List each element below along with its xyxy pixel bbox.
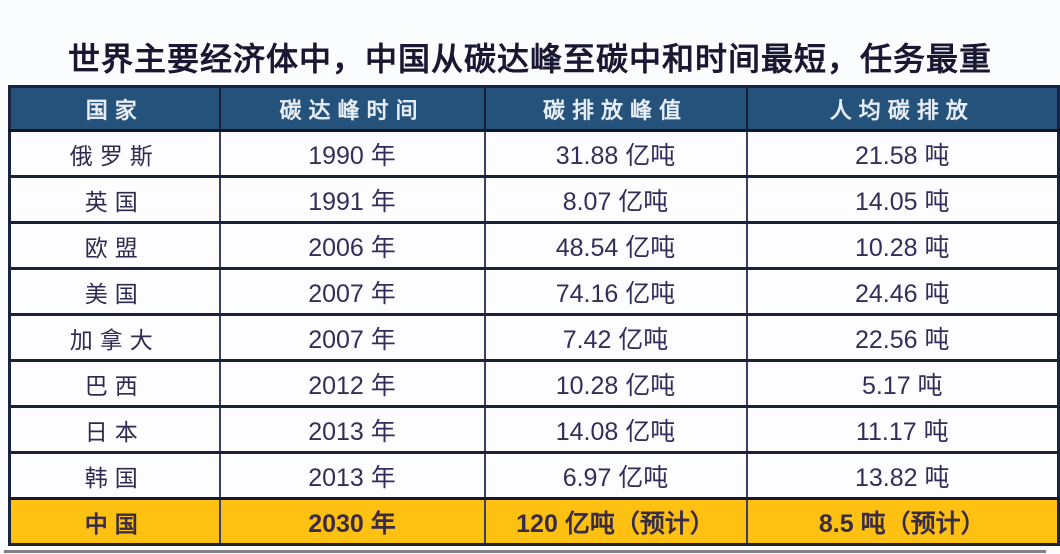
cell-per-capita: 14.05 吨 [745, 175, 1059, 223]
cell-country: 加拿大 [9, 313, 220, 361]
table-row: 加拿大 2007 年 7.42 亿吨 22.56 吨 [9, 313, 1059, 361]
table-row: 日本 2013 年 14.08 亿吨 11.17 吨 [9, 405, 1059, 453]
cell-per-capita: 8.5 吨（预计） [745, 497, 1059, 545]
cell-per-capita: 11.17 吨 [745, 405, 1059, 453]
cell-country: 俄罗斯 [9, 129, 220, 177]
cell-per-capita: 5.17 吨 [745, 359, 1059, 407]
cell-peak-year: 2013 年 [218, 405, 485, 453]
cell-peak-year: 1991 年 [218, 175, 485, 223]
table-row: 巴西 2012 年 10.28 亿吨 5.17 吨 [9, 359, 1059, 407]
cell-per-capita: 22.56 吨 [745, 313, 1059, 361]
table-row: 韩国 2013 年 6.97 亿吨 13.82 吨 [9, 451, 1059, 499]
cell-country: 中国 [9, 497, 220, 545]
table-header-row: 国家 碳达峰时间 碳排放峰值 人均碳排放 [9, 86, 1059, 132]
cell-peak-emission: 48.54 亿吨 [483, 221, 747, 269]
bottom-edge-line [4, 550, 1046, 553]
cell-peak-year: 2007 年 [218, 267, 485, 315]
cell-peak-emission: 120 亿吨（预计） [483, 497, 747, 545]
cell-country: 韩国 [9, 451, 220, 499]
cell-country: 日本 [9, 405, 220, 453]
cell-per-capita: 10.28 吨 [745, 221, 1059, 269]
col-header-peak-year: 碳达峰时间 [218, 86, 485, 132]
col-header-per-capita: 人均碳排放 [745, 86, 1059, 132]
cell-peak-emission: 8.07 亿吨 [483, 175, 747, 223]
cell-peak-emission: 14.08 亿吨 [483, 405, 747, 453]
col-header-peak-emission: 碳排放峰值 [483, 86, 747, 132]
table-row: 美国 2007 年 74.16 亿吨 24.46 吨 [9, 267, 1059, 315]
cell-peak-year: 2012 年 [218, 359, 485, 407]
cell-peak-emission: 10.28 亿吨 [483, 359, 747, 407]
table-row: 俄罗斯 1990 年 31.88 亿吨 21.58 吨 [9, 129, 1059, 177]
table-row: 英国 1991 年 8.07 亿吨 14.05 吨 [9, 175, 1059, 223]
cell-peak-year: 1990 年 [218, 129, 485, 177]
cell-country: 欧盟 [9, 221, 220, 269]
cell-peak-year: 2013 年 [218, 451, 485, 499]
cell-per-capita: 21.58 吨 [745, 129, 1059, 177]
cell-per-capita: 13.82 吨 [745, 451, 1059, 499]
cell-peak-emission: 74.16 亿吨 [483, 267, 747, 315]
table-row: 中国 2030 年 120 亿吨（预计） 8.5 吨（预计） [9, 497, 1059, 545]
cell-per-capita: 24.46 吨 [745, 267, 1059, 315]
cell-country: 巴西 [9, 359, 220, 407]
figure-title: 世界主要经济体中，中国从碳达峰至碳中和时间最短，任务最重 [67, 40, 992, 78]
table-row: 欧盟 2006 年 48.54 亿吨 10.28 吨 [9, 221, 1059, 269]
cell-peak-year: 2006 年 [218, 221, 485, 269]
cell-country: 美国 [9, 267, 220, 315]
cell-country: 英国 [9, 175, 220, 223]
cell-peak-emission: 31.88 亿吨 [483, 129, 747, 177]
col-header-country: 国家 [9, 86, 220, 132]
cell-peak-year: 2007 年 [218, 313, 485, 361]
carbon-emissions-table: 国家 碳达峰时间 碳排放峰值 人均碳排放 俄罗斯 1990 年 31.88 亿吨 21… [8, 85, 1060, 546]
cell-peak-year: 2030 年 [218, 497, 485, 545]
cell-peak-emission: 6.97 亿吨 [483, 451, 747, 499]
cell-peak-emission: 7.42 亿吨 [483, 313, 747, 361]
